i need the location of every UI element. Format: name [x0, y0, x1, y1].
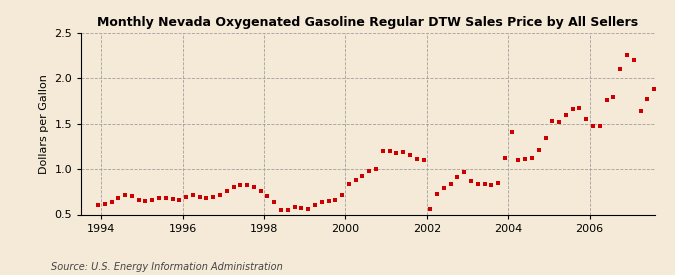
- Point: [310, 202, 321, 207]
- Point: [479, 182, 490, 186]
- Point: [574, 106, 585, 111]
- Point: [500, 156, 510, 160]
- Point: [655, 82, 666, 86]
- Point: [323, 199, 334, 204]
- Point: [628, 58, 639, 62]
- Point: [188, 192, 198, 197]
- Point: [275, 208, 286, 213]
- Point: [201, 196, 212, 200]
- Point: [350, 178, 361, 183]
- Point: [391, 151, 402, 155]
- Point: [472, 182, 483, 186]
- Point: [506, 130, 517, 134]
- Point: [649, 87, 659, 92]
- Point: [439, 186, 450, 190]
- Point: [418, 158, 429, 162]
- Point: [296, 205, 307, 210]
- Point: [595, 124, 605, 128]
- Point: [133, 197, 144, 202]
- Point: [635, 109, 646, 114]
- Point: [126, 194, 137, 199]
- Point: [459, 170, 470, 175]
- Point: [384, 149, 395, 154]
- Point: [513, 158, 524, 162]
- Point: [540, 136, 551, 140]
- Y-axis label: Dollars per Gallon: Dollars per Gallon: [38, 74, 49, 174]
- Point: [364, 169, 375, 174]
- Point: [194, 195, 205, 199]
- Point: [248, 185, 259, 189]
- Point: [622, 53, 632, 57]
- Point: [140, 199, 151, 204]
- Point: [533, 148, 544, 152]
- Point: [526, 156, 537, 160]
- Point: [282, 208, 293, 212]
- Point: [642, 97, 653, 101]
- Point: [371, 167, 381, 171]
- Point: [452, 175, 463, 179]
- Point: [615, 67, 626, 72]
- Point: [466, 179, 477, 184]
- Point: [411, 156, 422, 161]
- Point: [567, 107, 578, 111]
- Point: [588, 124, 599, 128]
- Point: [92, 203, 103, 207]
- Point: [317, 200, 327, 204]
- Point: [659, 67, 670, 72]
- Point: [289, 205, 300, 210]
- Point: [181, 195, 192, 199]
- Point: [330, 197, 341, 202]
- Point: [154, 196, 165, 200]
- Point: [99, 202, 110, 206]
- Point: [161, 196, 171, 200]
- Point: [303, 207, 314, 211]
- Point: [119, 192, 130, 197]
- Point: [337, 192, 348, 197]
- Point: [113, 196, 124, 200]
- Point: [255, 189, 266, 194]
- Point: [235, 182, 246, 187]
- Point: [608, 94, 619, 99]
- Point: [208, 195, 219, 199]
- Point: [431, 191, 442, 196]
- Point: [425, 207, 435, 211]
- Point: [357, 174, 368, 178]
- Point: [520, 157, 531, 161]
- Point: [344, 182, 354, 186]
- Point: [404, 153, 415, 157]
- Point: [581, 117, 592, 122]
- Point: [398, 150, 408, 154]
- Point: [547, 118, 558, 123]
- Point: [269, 200, 279, 204]
- Point: [560, 112, 571, 117]
- Point: [554, 120, 564, 124]
- Point: [493, 181, 504, 185]
- Point: [377, 149, 388, 154]
- Point: [215, 192, 225, 197]
- Text: Source: U.S. Energy Information Administration: Source: U.S. Energy Information Administ…: [51, 262, 282, 272]
- Point: [228, 185, 239, 189]
- Point: [221, 189, 232, 194]
- Point: [601, 98, 612, 102]
- Point: [106, 200, 117, 204]
- Point: [486, 182, 497, 187]
- Point: [446, 182, 456, 186]
- Point: [662, 84, 673, 89]
- Title: Monthly Nevada Oxygenated Gasoline Regular DTW Sales Price by All Sellers: Monthly Nevada Oxygenated Gasoline Regul…: [97, 16, 639, 29]
- Point: [167, 197, 178, 201]
- Point: [174, 197, 185, 202]
- Point: [242, 183, 252, 187]
- Point: [146, 197, 157, 202]
- Point: [262, 194, 273, 199]
